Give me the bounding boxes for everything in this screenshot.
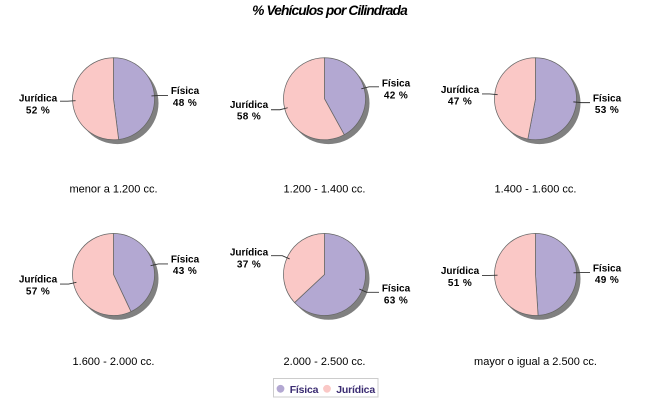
svg-text:% Vehículos por Cilindrada: % Vehículos por Cilindrada [252,3,408,18]
svg-text:Jurídica: Jurídica [336,384,375,396]
svg-text:63 %: 63 % [384,295,408,306]
svg-text:37 %: 37 % [237,260,261,271]
svg-text:Física: Física [171,86,200,97]
svg-text:58 %: 58 % [237,112,261,123]
svg-text:43 %: 43 % [173,266,197,277]
svg-text:1.600 - 2.000 cc.: 1.600 - 2.000 cc. [73,356,155,368]
svg-text:Física: Física [382,283,411,294]
svg-text:Jurídica: Jurídica [19,275,58,286]
svg-text:1.200 - 1.400 cc.: 1.200 - 1.400 cc. [284,183,366,195]
svg-text:Jurídica: Jurídica [19,94,58,105]
svg-text:57 %: 57 % [26,286,50,297]
svg-text:Jurídica: Jurídica [441,266,480,277]
svg-text:Jurídica: Jurídica [230,248,269,259]
svg-text:1.400 - 1.600 cc.: 1.400 - 1.600 cc. [495,183,577,195]
svg-text:49 %: 49 % [595,275,619,286]
svg-text:Jurídica: Jurídica [230,100,269,111]
svg-text:Física: Física [171,254,200,265]
svg-text:48 %: 48 % [173,98,197,109]
svg-text:53 %: 53 % [595,105,619,116]
svg-text:47 %: 47 % [448,97,472,108]
svg-text:Física: Física [593,263,622,274]
svg-text:menor a 1.200 cc.: menor a 1.200 cc. [69,183,157,195]
svg-text:mayor o igual a 2.500 cc.: mayor o igual a 2.500 cc. [474,356,597,368]
svg-text:Jurídica: Jurídica [441,85,480,96]
svg-text:2.000 - 2.500 cc.: 2.000 - 2.500 cc. [284,356,366,368]
svg-text:Física: Física [290,384,319,396]
svg-text:Física: Física [382,79,411,90]
svg-text:42 %: 42 % [384,90,408,101]
svg-text:Física: Física [593,93,622,104]
svg-text:51 %: 51 % [448,278,472,289]
svg-text:52 %: 52 % [26,105,50,116]
